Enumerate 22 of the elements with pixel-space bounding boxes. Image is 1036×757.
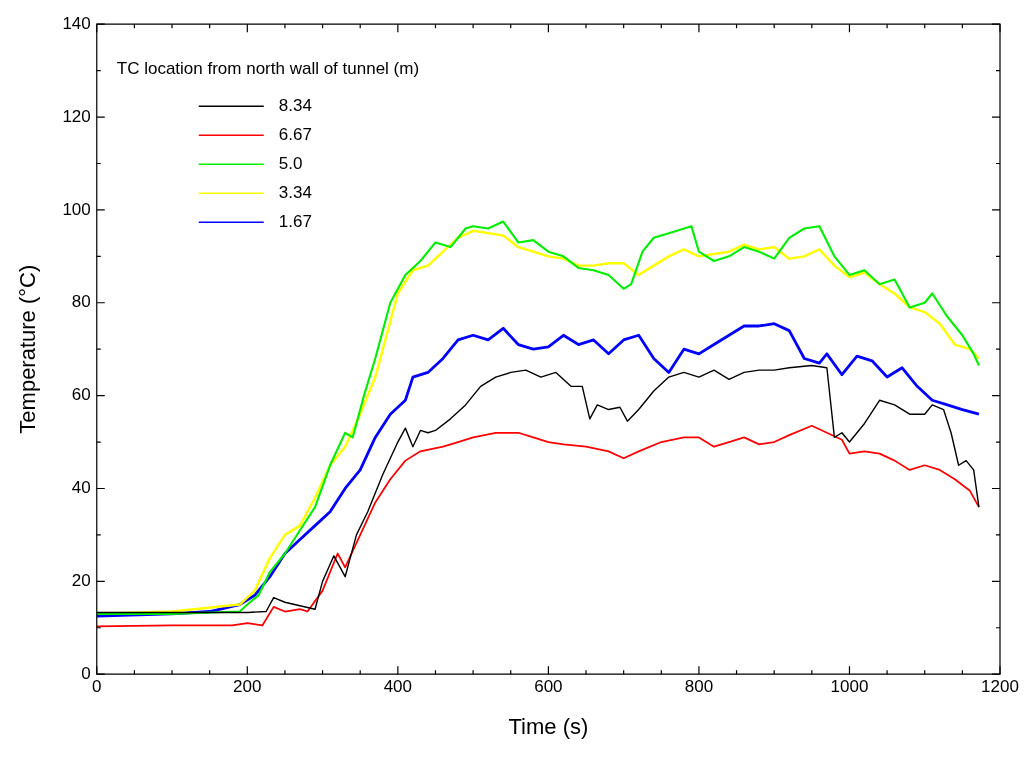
legend-label: 6.67 bbox=[278, 124, 312, 144]
x-tick-label: 1200 bbox=[981, 677, 1019, 697]
legend-label: 1.67 bbox=[278, 211, 312, 231]
legend-title: TC location from north wall of tunnel (m) bbox=[116, 58, 420, 78]
x-tick-label: 400 bbox=[383, 677, 413, 697]
x-tick-label: 1000 bbox=[830, 677, 869, 697]
y-tick-label: 0 bbox=[81, 663, 91, 683]
y-tick-label: 120 bbox=[62, 106, 91, 126]
y-tick-label: 60 bbox=[71, 385, 91, 405]
legend-label: 3.34 bbox=[278, 182, 312, 202]
legend-label: 5.0 bbox=[278, 153, 303, 173]
x-tick-label: 200 bbox=[233, 677, 262, 697]
y-tick-label: 100 bbox=[62, 199, 91, 219]
x-tick-label: 600 bbox=[534, 677, 563, 697]
x-tick-label: 800 bbox=[684, 677, 714, 697]
x-axis-title: Time (s) bbox=[508, 713, 589, 739]
legend-label: 8.34 bbox=[278, 95, 312, 115]
y-tick-label: 40 bbox=[71, 478, 91, 498]
y-tick-label: 80 bbox=[71, 292, 91, 312]
y-tick-label: 20 bbox=[71, 571, 91, 591]
y-axis-title: Temperature (°C) bbox=[15, 264, 41, 434]
y-tick-label: 140 bbox=[62, 13, 91, 33]
